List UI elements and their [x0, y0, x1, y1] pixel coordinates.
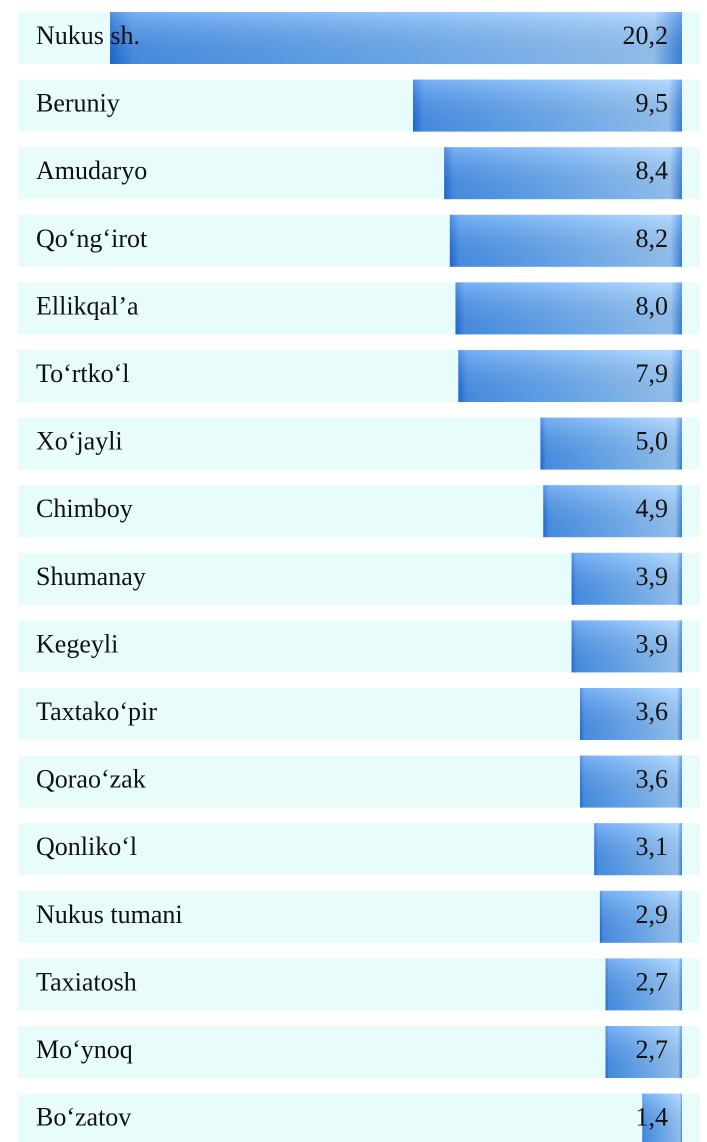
bar-shade	[543, 485, 682, 538]
bar-shade	[594, 823, 682, 876]
bar-shade	[580, 755, 682, 808]
value-label: 2,7	[636, 967, 669, 996]
category-label: Nukus tumani	[36, 900, 183, 929]
category-label: Bo‘zatov	[36, 1103, 131, 1132]
bar-shade	[605, 1026, 682, 1078]
category-label: Shumanay	[36, 562, 146, 591]
value-label: 20,2	[623, 21, 669, 50]
value-label: 3,9	[636, 562, 669, 591]
value-label: 1,4	[636, 1103, 669, 1132]
value-label: 3,6	[636, 765, 669, 794]
category-label: Chimboy	[36, 494, 133, 523]
value-label: 8,2	[636, 224, 669, 253]
category-label: Taxtako‘pir	[36, 697, 157, 726]
bar-shade	[444, 147, 682, 200]
bar-shade	[110, 12, 682, 64]
bar-shade	[458, 350, 682, 402]
category-label: Amudaryo	[36, 156, 147, 185]
value-label: 9,5	[636, 89, 669, 118]
row-band	[18, 890, 700, 943]
bar-shade	[540, 417, 682, 470]
value-label: 3,6	[636, 697, 669, 726]
bar-shade	[599, 890, 682, 943]
value-label: 3,9	[636, 629, 669, 658]
bar-shade	[571, 620, 682, 673]
category-label: Kegeyli	[36, 629, 118, 658]
category-label: Qonliko‘l	[36, 832, 137, 861]
value-label: 5,0	[636, 427, 669, 456]
bar-shade	[412, 79, 682, 132]
category-label: Ellikqal’a	[36, 291, 139, 320]
category-label: Mo‘ynoq	[36, 1035, 133, 1064]
bar-shade	[571, 552, 682, 605]
category-label: Qo‘ng‘irot	[36, 224, 148, 253]
value-label: 2,7	[636, 1035, 669, 1064]
category-label: Taxiatosh	[36, 967, 137, 996]
category-label: Xo‘jayli	[36, 427, 123, 456]
bar-shade	[605, 958, 682, 1011]
bar-shade	[642, 1093, 682, 1142]
value-label: 8,0	[636, 291, 669, 320]
bar-shade	[580, 688, 682, 740]
bar-shade	[455, 282, 682, 335]
row-band	[18, 958, 700, 1011]
value-label: 3,1	[636, 832, 669, 861]
row-band	[18, 1093, 700, 1142]
value-label: 7,9	[636, 359, 669, 388]
category-label: Qorao‘zak	[36, 765, 146, 794]
value-label: 2,9	[636, 900, 669, 929]
category-label: To‘rtko‘l	[36, 359, 130, 388]
category-label: Beruniy	[36, 89, 120, 118]
value-label: 8,4	[636, 156, 669, 185]
row-band	[18, 1026, 700, 1078]
row-band	[18, 823, 700, 876]
bar-shade	[449, 214, 682, 267]
value-label: 4,9	[636, 494, 669, 523]
category-label: Nukus sh.	[36, 21, 140, 50]
